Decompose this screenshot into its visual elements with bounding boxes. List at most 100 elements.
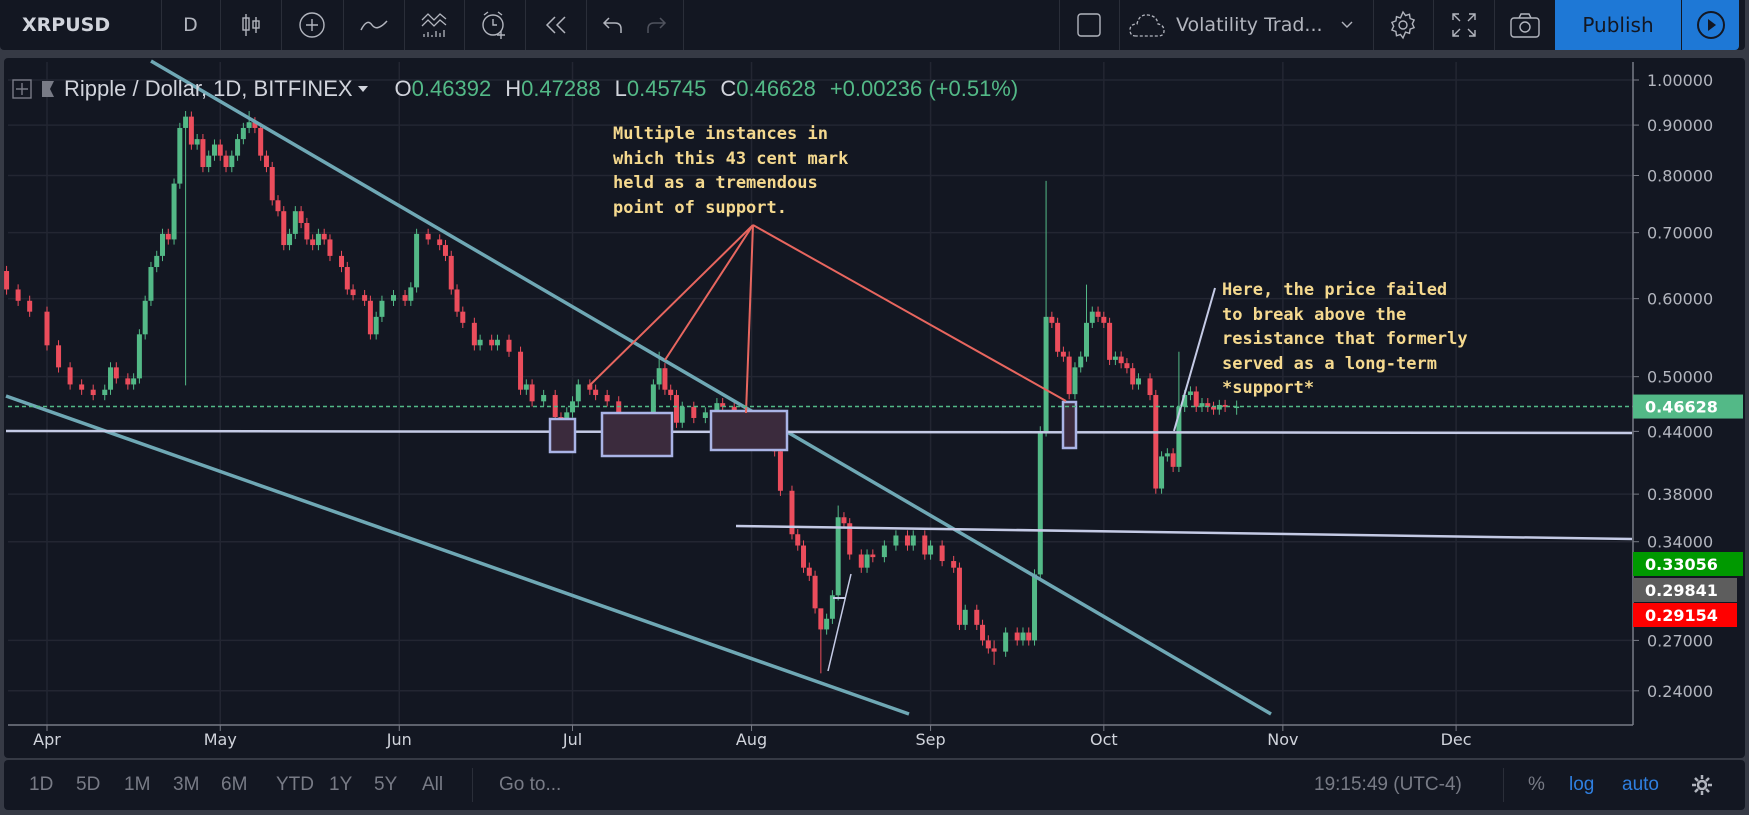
candle xyxy=(518,346,524,395)
price-label-text: 0.33056 xyxy=(1645,555,1718,574)
candle-body xyxy=(1135,378,1141,385)
chart-type-button[interactable] xyxy=(220,0,281,50)
chart-panel[interactable] xyxy=(4,58,1745,758)
range-button-3m[interactable]: 3M xyxy=(173,760,199,810)
x-tick-label: Jul xyxy=(562,730,582,749)
candle xyxy=(269,161,275,206)
symbol-label: XRPUSD xyxy=(22,14,111,36)
candle xyxy=(275,195,281,217)
candle xyxy=(1222,399,1228,412)
trend-line[interactable] xyxy=(827,573,852,672)
horizontal-line-34-cents[interactable] xyxy=(735,524,1633,541)
close-value: 0.46628 xyxy=(736,76,816,101)
undo-button[interactable] xyxy=(595,0,631,50)
candle xyxy=(246,111,252,134)
range-button-all[interactable]: All xyxy=(422,760,443,810)
candle-body xyxy=(281,211,287,246)
candle-body xyxy=(67,367,73,385)
candle xyxy=(1124,358,1130,374)
candle-body xyxy=(263,155,269,168)
pointer-line[interactable] xyxy=(664,224,754,361)
candle xyxy=(1043,180,1049,437)
candle xyxy=(593,384,599,401)
support-highlight-box[interactable] xyxy=(548,417,577,454)
settings-button[interactable] xyxy=(1373,0,1433,50)
saved-layout-dropdown[interactable]: Volatility Trad... xyxy=(1128,0,1368,50)
auto-toggle[interactable]: auto xyxy=(1622,760,1659,810)
divider xyxy=(1059,0,1060,50)
flag-icon[interactable] xyxy=(40,79,56,99)
descending-resistance-trendline[interactable] xyxy=(150,59,1272,716)
candle-body xyxy=(275,200,281,212)
pointer-line[interactable] xyxy=(752,224,1067,402)
caret-down-icon[interactable] xyxy=(357,85,369,93)
support-highlight-box[interactable] xyxy=(600,411,674,458)
time-axis[interactable]: Apr May Jun Jul Aug Sep Oct Nov Dec xyxy=(8,724,1633,749)
log-toggle[interactable]: log xyxy=(1569,760,1594,810)
candle-body xyxy=(962,609,968,625)
resistance-annotation[interactable]: Here, the price failed to break above th… xyxy=(1222,280,1468,398)
price-label[interactable]: 0.29841 xyxy=(1633,578,1737,602)
publish-options-button[interactable] xyxy=(1682,0,1739,50)
candle-body xyxy=(1037,431,1043,575)
pointer-line[interactable] xyxy=(587,224,754,388)
candle-body xyxy=(206,155,212,168)
percent-toggle[interactable]: % xyxy=(1528,760,1545,810)
chart-settings-button[interactable] xyxy=(1690,760,1714,810)
line-tool-button[interactable] xyxy=(343,0,404,50)
replay-button[interactable] xyxy=(525,0,586,50)
support-highlight-box[interactable] xyxy=(709,409,789,452)
candle xyxy=(1020,627,1026,646)
redo-icon xyxy=(647,17,667,33)
clock[interactable]: 19:15:49 (UTC-4) xyxy=(1314,760,1462,810)
descending-support-trendline[interactable] xyxy=(5,394,910,716)
interval-button[interactable]: D xyxy=(161,0,220,50)
goto-button[interactable]: Go to... xyxy=(499,760,561,810)
price-label[interactable]: 0.29154 xyxy=(1633,603,1737,627)
alert-button[interactable] xyxy=(464,0,525,50)
range-button-5d[interactable]: 5D xyxy=(76,760,100,810)
candle xyxy=(125,373,131,390)
symbol-search-button[interactable]: XRPUSD xyxy=(10,0,162,50)
layout-button[interactable] xyxy=(1059,0,1119,50)
symbol-title[interactable]: Ripple / Dollar, 1D, BITFINEX xyxy=(64,76,353,101)
price-axis[interactable]: 1.00000 0.90000 0.80000 0.70000 0.60000 0.500… xyxy=(1632,62,1743,725)
candle-body xyxy=(1147,378,1153,396)
snapshot-button[interactable] xyxy=(1494,0,1555,50)
expand-icon[interactable] xyxy=(12,79,32,99)
drawings[interactable] xyxy=(5,59,1633,716)
pointer-line[interactable] xyxy=(745,224,754,414)
price-label[interactable]: 0.46628 xyxy=(1633,394,1743,419)
compare-button[interactable] xyxy=(281,0,343,50)
pointer-line-resistance[interactable] xyxy=(1173,287,1216,432)
candle-body xyxy=(1176,406,1182,467)
candle xyxy=(211,139,217,161)
fullscreen-button[interactable] xyxy=(1433,0,1494,50)
x-tick-label: Aug xyxy=(736,730,767,749)
range-button-5y[interactable]: 5Y xyxy=(374,760,397,810)
indicators-button[interactable] xyxy=(404,0,464,50)
redo-button[interactable] xyxy=(638,0,674,50)
candle-body xyxy=(1182,395,1188,407)
publish-button[interactable]: Publish xyxy=(1555,0,1681,50)
candle-body xyxy=(489,339,495,346)
candle-body xyxy=(570,401,576,413)
range-button-1y[interactable]: 1Y xyxy=(329,760,352,810)
candle xyxy=(1089,306,1095,329)
support-annotation[interactable]: Multiple instances in which this 43 cent… xyxy=(613,124,849,218)
candle-body xyxy=(1222,404,1228,407)
candle xyxy=(1072,362,1078,400)
candle xyxy=(44,306,50,351)
divider xyxy=(464,0,465,50)
support-highlight-box[interactable] xyxy=(1061,400,1078,450)
candle-body xyxy=(824,618,830,630)
support-line-44-cents[interactable] xyxy=(5,429,1633,435)
range-button-6m[interactable]: 6M xyxy=(221,760,247,810)
candle xyxy=(15,284,21,306)
candle-body xyxy=(864,554,870,568)
range-button-1d[interactable]: 1D xyxy=(29,760,53,810)
range-button-1m[interactable]: 1M xyxy=(124,760,150,810)
price-label[interactable]: 0.33056 xyxy=(1633,552,1743,576)
range-button-ytd[interactable]: YTD xyxy=(276,760,314,810)
